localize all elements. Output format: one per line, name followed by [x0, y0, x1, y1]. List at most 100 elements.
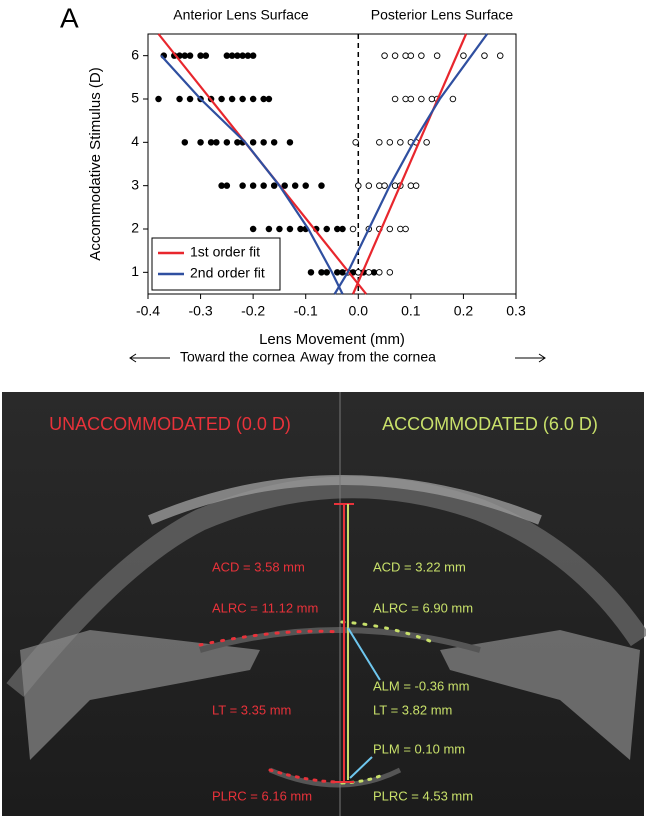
- point: [260, 139, 267, 146]
- point: [249, 225, 257, 233]
- point: [370, 269, 378, 276]
- x-axis-label: Lens Movement (mm): [259, 331, 405, 348]
- point: [376, 182, 383, 189]
- point: [386, 225, 394, 233]
- point: [291, 182, 299, 189]
- point: [365, 182, 373, 189]
- point: [323, 269, 330, 276]
- point: [239, 95, 246, 103]
- x-tick-label: -0.2: [241, 303, 265, 319]
- point: [386, 139, 394, 146]
- point: [352, 139, 359, 146]
- point: [176, 95, 183, 103]
- point: [297, 225, 304, 233]
- annotation: Toward the cornea: [180, 349, 295, 365]
- point: [286, 225, 294, 233]
- y-tick-label: 6: [131, 46, 139, 62]
- measurement-label: ALRC = 6.90 mm: [373, 600, 473, 615]
- point: [349, 225, 357, 233]
- point: [334, 225, 341, 233]
- point: [260, 182, 267, 189]
- point: [318, 182, 325, 189]
- point: [355, 182, 362, 189]
- x-tick-label: 0.3: [506, 303, 526, 319]
- point: [276, 225, 283, 233]
- fit-line: [352, 33, 468, 295]
- point: [481, 52, 488, 59]
- point: [339, 269, 346, 276]
- legend-label: 1st order fit: [190, 244, 260, 260]
- point: [181, 139, 189, 146]
- point: [228, 52, 236, 59]
- point: [249, 95, 257, 103]
- annotation: Away from the cornea: [300, 349, 436, 365]
- point: [339, 225, 346, 233]
- point: [302, 182, 309, 189]
- y-tick-label: 2: [131, 220, 139, 236]
- measurement-label: LT = 3.82 mm: [373, 702, 452, 717]
- point: [449, 95, 457, 103]
- point: [249, 52, 257, 59]
- point: [223, 182, 231, 189]
- point: [397, 139, 404, 146]
- point: [270, 139, 278, 146]
- point: [433, 52, 441, 59]
- point: [286, 139, 294, 146]
- point: [223, 139, 231, 146]
- point: [355, 269, 362, 276]
- point: [270, 182, 278, 189]
- point: [460, 52, 467, 59]
- y-tick-label: 5: [131, 90, 139, 106]
- x-tick-label: -0.3: [189, 303, 213, 319]
- point: [391, 52, 399, 59]
- series-header: Anterior Lens Surface: [173, 7, 309, 23]
- panel-label: A: [60, 2, 79, 33]
- point: [181, 52, 189, 59]
- point: [249, 139, 257, 146]
- point: [391, 182, 399, 189]
- y-axis-label: Accommodative Stimulus (D): [87, 67, 104, 260]
- x-tick-label: 0.0: [349, 303, 369, 319]
- point: [218, 95, 225, 103]
- point: [412, 182, 420, 189]
- point: [402, 225, 409, 233]
- point: [407, 52, 415, 59]
- measurement-label: PLRC = 6.16 mm: [212, 788, 312, 803]
- point: [418, 95, 425, 103]
- image-title: UNACCOMMODATED (0.0 D): [49, 414, 291, 434]
- point: [307, 269, 315, 276]
- point: [496, 52, 504, 59]
- measurement-label: ACD = 3.22 mm: [373, 559, 466, 574]
- point: [423, 139, 430, 146]
- fit-line: [333, 33, 488, 295]
- legend-box: [151, 237, 281, 291]
- point: [318, 269, 325, 276]
- image-title: ACCOMMODATED (6.0 D): [382, 414, 598, 434]
- measurement-label: ALM = -0.36 mm: [373, 678, 469, 693]
- point: [207, 139, 215, 146]
- oct-image: [2, 392, 646, 816]
- point: [407, 95, 415, 103]
- point: [381, 182, 388, 189]
- point: [281, 182, 288, 189]
- point: [386, 269, 394, 276]
- point: [239, 182, 246, 189]
- point: [265, 95, 273, 103]
- x-tick-label: -0.4: [136, 303, 160, 319]
- y-tick-label: 3: [131, 176, 139, 192]
- point: [407, 182, 415, 189]
- arrow: [515, 353, 546, 363]
- point: [334, 269, 341, 276]
- measurement-label: PLM = 0.10 mm: [373, 741, 465, 756]
- measurement-label: ACD = 3.58 mm: [212, 559, 305, 574]
- point: [397, 225, 404, 233]
- point: [155, 95, 162, 103]
- point: [391, 95, 399, 103]
- point: [381, 52, 388, 59]
- point: [213, 139, 220, 146]
- x-tick-label: 0.2: [454, 303, 474, 319]
- point: [402, 52, 409, 59]
- point: [265, 225, 273, 233]
- x-tick-label: -0.1: [294, 303, 318, 319]
